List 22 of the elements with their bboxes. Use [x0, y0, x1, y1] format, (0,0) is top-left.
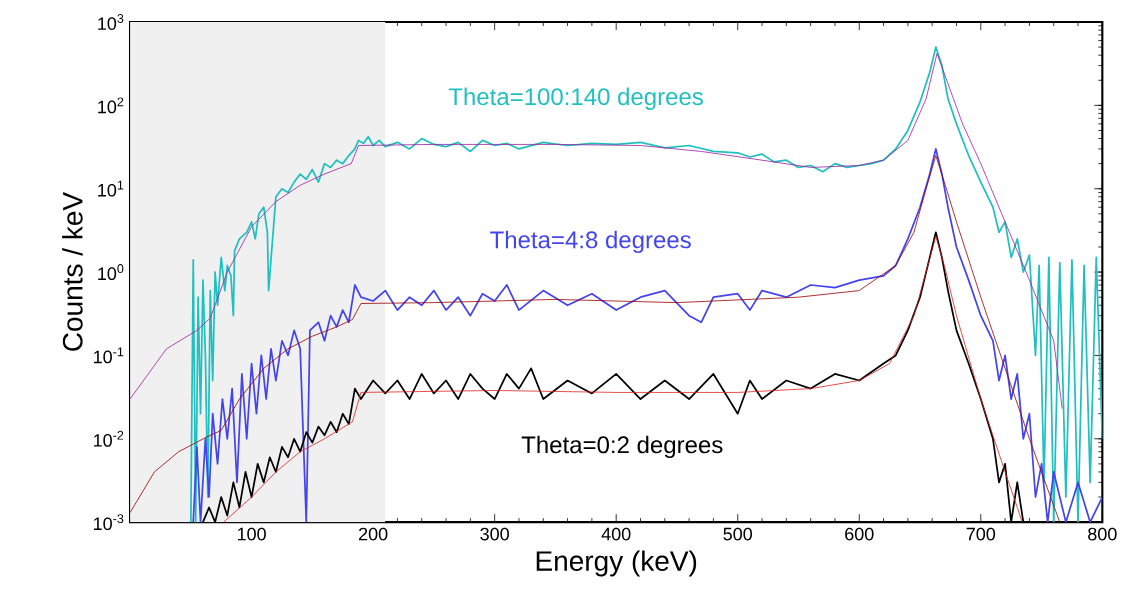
y-tick-label: 10$^{-1}$: [94, 347, 124, 364]
x-axis-title: Energy (keV): [536, 550, 697, 577]
y-tick-label: 10$^{2}$: [98, 97, 124, 114]
x-tick-label: 500: [723, 527, 753, 541]
y-tick-label: 10$^{-3}$: [94, 514, 124, 531]
series-label: Theta=100:140 degrees: [448, 87, 703, 110]
x-tick-label: 800: [1088, 527, 1117, 541]
series-label: Theta=4:8 degrees: [490, 230, 691, 254]
series-label: Theta=0:2 degrees: [521, 435, 723, 458]
y-tick-label: 10$^{-2}$: [94, 430, 124, 447]
y-tick-label: 10$^{0}$: [98, 264, 124, 280]
x-tick-label: 400: [601, 527, 631, 541]
y-tick-label: 10$^{3}$: [98, 13, 124, 30]
x-tick-label: 200: [359, 527, 388, 541]
line-series: [130, 52, 1063, 409]
x-tick-label: 300: [480, 527, 509, 541]
y-tick-label: 10$^{1}$: [98, 180, 124, 197]
x-tick-label: 700: [966, 527, 996, 541]
x-tick-label: 100: [237, 527, 266, 541]
x-tick-label: 600: [845, 527, 874, 541]
line-series: [189, 46, 1103, 523]
y-axis-title: Counts / keV: [62, 191, 83, 351]
